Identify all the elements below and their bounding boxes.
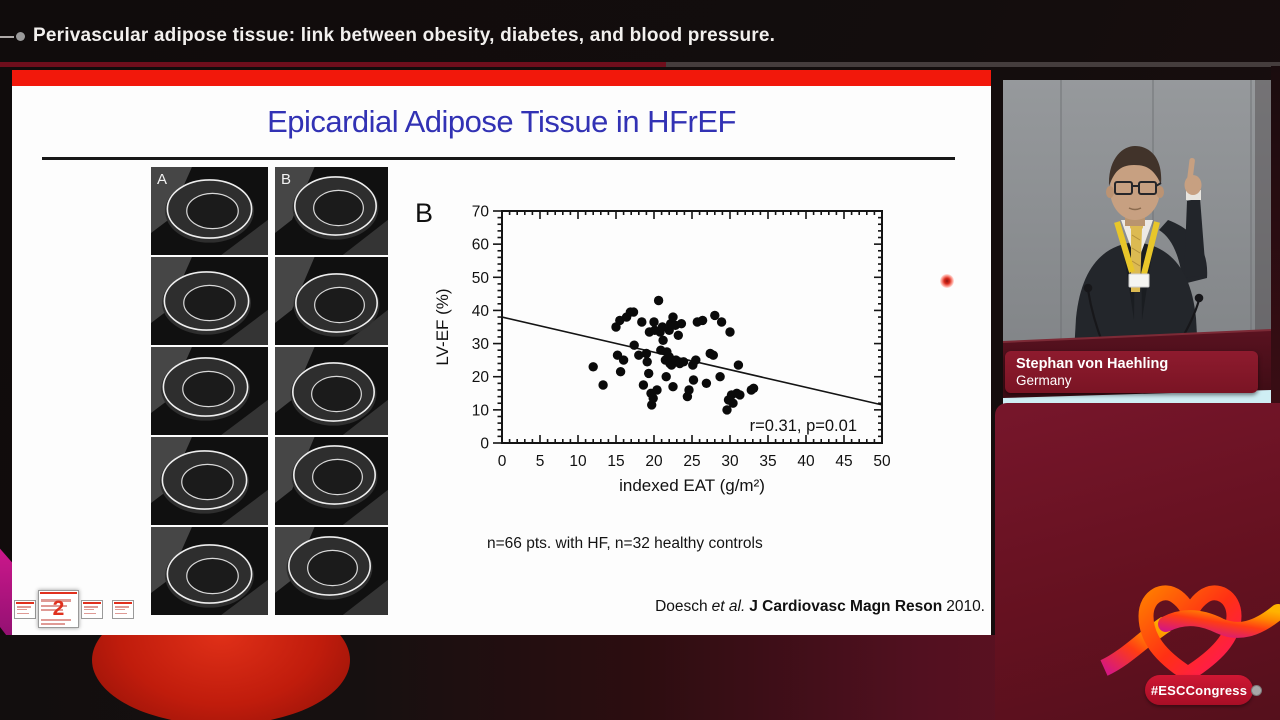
- bullet-dot-icon: [16, 32, 25, 41]
- sample-size-note: n=66 pts. with HF, n=32 healthy controls: [487, 535, 763, 552]
- citation-etal: et al.: [711, 598, 746, 615]
- background-magenta-shape: [0, 548, 13, 644]
- thumbnail-slide[interactable]: [112, 599, 134, 619]
- background-red-sliver: [1271, 66, 1280, 406]
- svg-text:35: 35: [759, 453, 776, 470]
- laser-pointer-dot: [940, 274, 954, 288]
- citation-journal: J Cardiovasc Magn Reson: [749, 598, 943, 615]
- svg-text:40: 40: [472, 303, 490, 320]
- citation: Doesch et al. J Cardiovasc Magn Reson 2010.: [655, 598, 985, 616]
- svg-text:0: 0: [498, 453, 507, 470]
- chart-annotation: r=0.31, p=0.01: [750, 417, 857, 435]
- svg-text:20: 20: [645, 453, 663, 470]
- citation-year: 2010.: [946, 598, 985, 615]
- svg-text:45: 45: [835, 453, 852, 470]
- svg-text:50: 50: [873, 453, 891, 470]
- thumbnail-slide[interactable]: [14, 599, 36, 619]
- slide-thumbnail-strip[interactable]: 2: [14, 587, 136, 631]
- svg-text:25: 25: [683, 453, 700, 470]
- esc-gray-dot-icon: [1251, 685, 1262, 696]
- slide-area: Epicardial Adipose Tissue in HFrEF A B: [12, 70, 991, 635]
- esc-hashtag: #ESCCongress: [1150, 682, 1248, 698]
- svg-text:30: 30: [721, 453, 739, 470]
- svg-text:20: 20: [472, 369, 490, 386]
- y-axis-label: LV-EF (%): [433, 288, 452, 365]
- x-axis-label: indexed EAT (g/m²): [619, 476, 765, 495]
- speaker-name: Stephan von Haehling: [1016, 356, 1169, 372]
- header-tick-line: [0, 36, 14, 38]
- thumbnail-slide-number: 2: [52, 597, 65, 620]
- svg-text:50: 50: [472, 270, 490, 287]
- slide-title-underline: [42, 157, 955, 160]
- speaker-country: Germany: [1016, 373, 1072, 388]
- svg-text:5: 5: [536, 453, 545, 470]
- citation-authors: Doesch: [655, 598, 708, 615]
- scatter-plot: 0 5 10 15 20 25 30 35 40 45 50 0 10 20 30 40 50 60 70 r=0.3…: [433, 204, 891, 496]
- thumbnail-slide[interactable]: [81, 599, 103, 619]
- esc-hashtag-pill: #ESCCongress: [1145, 675, 1253, 705]
- presentation-title: Perivascular adipose tissue: link betwee…: [33, 25, 776, 46]
- chart-panel-label: B: [415, 198, 434, 228]
- svg-text:10: 10: [569, 453, 587, 470]
- svg-text:0: 0: [480, 436, 489, 453]
- scatter-points: [588, 295, 759, 415]
- svg-text:40: 40: [797, 453, 815, 470]
- thumbnail-current-slide[interactable]: 2: [38, 590, 79, 628]
- slide-top-accent-bar: [12, 70, 991, 86]
- svg-text:30: 30: [472, 336, 490, 353]
- slide-title: Epicardial Adipose Tissue in HFrEF: [267, 104, 736, 139]
- video-progress-fill: [0, 62, 666, 67]
- svg-text:60: 60: [472, 237, 490, 254]
- speaker-nameplate: Stephan von Haehling Germany: [1005, 351, 1258, 393]
- svg-text:B: B: [281, 171, 291, 188]
- esc-congress-card: #ESCCongress: [995, 403, 1280, 720]
- esc-heart-knot-logo: [1100, 585, 1280, 682]
- video-progress-bar[interactable]: [0, 62, 1280, 67]
- svg-text:A: A: [157, 171, 167, 188]
- svg-text:70: 70: [472, 204, 490, 221]
- background-red-blob: [92, 635, 350, 720]
- speaker-video[interactable]: [1003, 80, 1271, 405]
- svg-text:10: 10: [472, 402, 490, 419]
- mri-figure: A B: [151, 167, 388, 615]
- svg-text:15: 15: [607, 453, 624, 470]
